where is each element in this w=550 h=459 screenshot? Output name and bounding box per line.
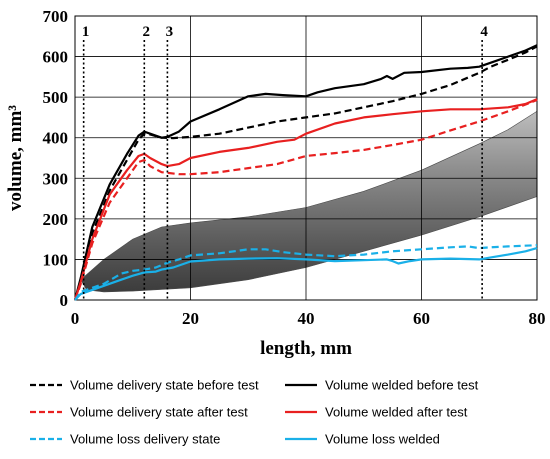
weld-bead-shape	[80, 110, 538, 293]
y-tick-label: 200	[43, 210, 69, 229]
y-tick-label: 600	[43, 48, 69, 67]
series-lines	[73, 44, 538, 301]
x-tick-label: 40	[298, 309, 315, 328]
x-tick-label: 0	[71, 309, 80, 328]
series-line-6	[74, 247, 538, 301]
series-line-3	[73, 98, 538, 301]
series-line-2	[73, 44, 538, 301]
legend: Volume delivery state before test Volume …	[30, 378, 479, 447]
x-tick-label: 80	[529, 309, 546, 328]
series-line-4	[73, 98, 538, 301]
legend-label-5: Volume loss delivery state	[70, 432, 220, 447]
y-tick-label: 700	[43, 7, 69, 26]
marker-label-2: 2	[143, 24, 151, 40]
y-axis-title: volume, mm³	[5, 105, 26, 211]
y-tick-label: 400	[43, 129, 69, 148]
series-line-5	[74, 244, 538, 301]
legend-label-1: Volume delivery state before test	[70, 378, 259, 393]
x-tick-label: 20	[182, 309, 199, 328]
y-tick-label: 100	[43, 250, 69, 269]
axes: 0 100 200 300 400 500 600 700 0 20 40 60 80 length, m…	[5, 7, 546, 359]
legend-label-4: Volume welded after test	[325, 405, 468, 420]
y-tick-label: 0	[60, 291, 69, 310]
marker-label-4: 4	[480, 24, 488, 40]
marker-label-3: 3	[166, 24, 174, 40]
grid	[74, 15, 538, 301]
series-line-1	[73, 45, 538, 301]
weld-bead-image	[80, 110, 538, 293]
marker-label-1: 1	[82, 24, 90, 40]
y-tick-label: 300	[43, 169, 69, 188]
x-tick-label: 60	[413, 309, 430, 328]
legend-label-6: Volume loss welded	[325, 432, 440, 447]
legend-label-2: Volume welded before test	[325, 378, 479, 393]
legend-label-3: Volume delivery state after test	[70, 405, 248, 420]
y-tick-label: 500	[43, 88, 69, 107]
x-axis-title: length, mm	[260, 338, 352, 359]
